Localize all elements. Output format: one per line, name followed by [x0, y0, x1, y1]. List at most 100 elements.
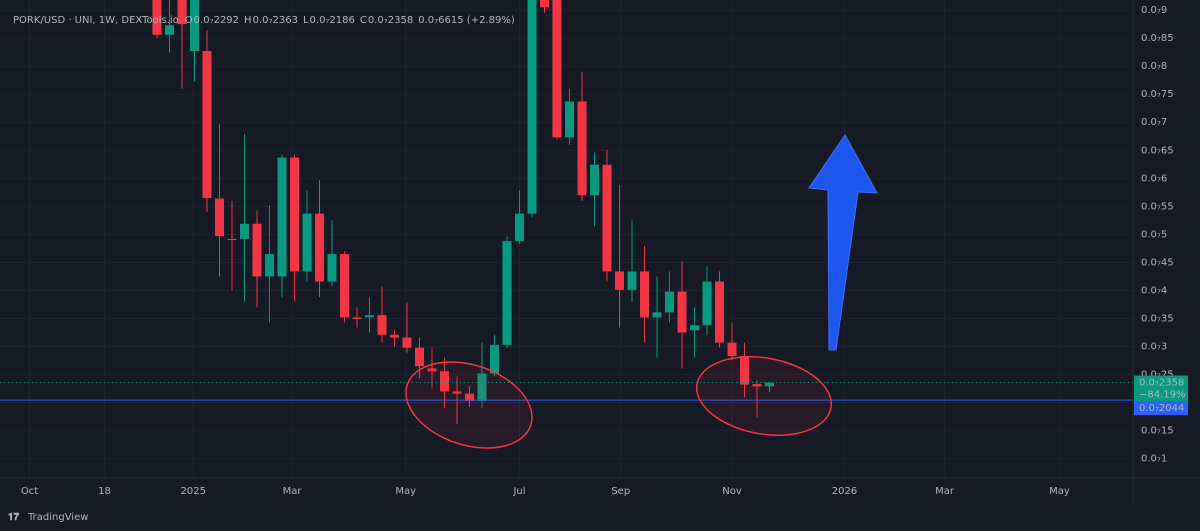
- candle-body: [402, 337, 412, 348]
- highlight-ellipse: [405, 361, 533, 449]
- highlight-ellipse: [695, 356, 833, 436]
- x-tick-label: Jul: [512, 486, 525, 497]
- x-tick-label: 18: [98, 486, 111, 497]
- candle-body: [365, 315, 374, 318]
- footer: [0, 503, 1200, 531]
- ohlc-value: 0.0₇2186: [310, 15, 355, 26]
- candle-body: [165, 25, 174, 35]
- candle-body: [415, 347, 424, 367]
- ohlc-value: 0.0₇2363: [253, 15, 298, 26]
- candle-body: [152, 0, 162, 35]
- header: PORK/USD · UNI, 1W, DEXTools.io O 0.0₇229…: [13, 15, 515, 26]
- candle-body: [202, 51, 212, 198]
- candle-body: [252, 223, 262, 277]
- hline-badge: [1134, 401, 1188, 416]
- candle-body: [452, 391, 462, 394]
- candle-body: [302, 213, 312, 272]
- candle-body: [677, 291, 687, 333]
- last-price-label: 0.0₇2358: [1139, 378, 1184, 389]
- candle-body: [352, 317, 362, 320]
- ohlc-key: L: [303, 15, 309, 26]
- grid: [0, 0, 1133, 478]
- y-tick-label: 0.0₇5: [1141, 229, 1167, 240]
- candle-body: [340, 254, 349, 318]
- candle-body: [477, 373, 487, 401]
- candle-body: [377, 315, 387, 335]
- x-tick-label: May: [395, 486, 416, 497]
- y-tick-label: 0.0₇9: [1141, 5, 1167, 16]
- candle-body: [265, 254, 274, 277]
- y-tick-label: 0.0₇3: [1141, 342, 1167, 353]
- candles: [152, 0, 774, 424]
- candle-body: [640, 271, 649, 318]
- y-tick-label: 0.0₇45: [1141, 257, 1174, 268]
- candle-body: [515, 213, 524, 242]
- candle-body: [765, 382, 774, 387]
- candle-body: [227, 238, 237, 241]
- x-tick-label: 2025: [181, 486, 206, 497]
- ohlc-value: 0.0₇2292: [194, 15, 239, 26]
- candle-body: [215, 198, 224, 237]
- candle-body: [390, 334, 399, 338]
- arrow: [808, 134, 878, 351]
- last-price-change: −84.19%: [1139, 390, 1186, 401]
- hline-label: 0.0₇2044: [1139, 403, 1184, 414]
- candle-body: [577, 101, 587, 196]
- x-tick-label: Nov: [722, 486, 742, 497]
- y-tick-label: 0.0₇7: [1141, 117, 1167, 128]
- candle-body: [490, 344, 499, 374]
- candle-body: [690, 325, 699, 331]
- candle-body: [327, 254, 337, 282]
- candle-body: [590, 164, 599, 196]
- candle-body: [565, 101, 574, 138]
- ohlc-change: 0.0₇6615 (+2.89%): [418, 15, 515, 26]
- ohlc-value: 0.0₇2358: [368, 15, 413, 26]
- x-tick-label: Sep: [611, 486, 630, 497]
- candle-body: [527, 0, 537, 214]
- candle-body: [752, 384, 762, 387]
- candle-body: [290, 157, 299, 272]
- y-tick-label: 0.0₇85: [1141, 33, 1174, 44]
- candle-body: [315, 213, 324, 282]
- symbol: PORK/USD · UNI, 1W, DEXTools.io: [13, 15, 179, 26]
- candle-body: [652, 312, 662, 318]
- y-tick-label: 0.0₇25: [1141, 370, 1174, 381]
- ohlc-key: O: [185, 15, 193, 26]
- candle-body: [540, 0, 549, 8]
- y-tick-label: 0.0₇15: [1141, 426, 1174, 437]
- last-price-badge: [1134, 375, 1188, 402]
- candle-body: [190, 0, 199, 52]
- y-tick-label: 0.0₇35: [1141, 314, 1174, 325]
- y-tick-label: 0.0₇65: [1141, 145, 1174, 156]
- y-tick-label: 0.0₇55: [1141, 201, 1174, 212]
- logo-mark: 𝟏𝟕: [8, 512, 20, 523]
- candle-body: [727, 342, 737, 357]
- candle-body: [615, 271, 624, 290]
- y-tick-label: 0.0₇4: [1141, 285, 1167, 296]
- overlay: [0, 382, 1133, 401]
- candle-body: [665, 291, 674, 313]
- y-tick-label: 0.0₇6: [1141, 173, 1167, 184]
- candle-body: [552, 0, 562, 138]
- y-tick-label: 0.0₇75: [1141, 89, 1174, 100]
- candle-body: [465, 393, 474, 401]
- candle-body: [602, 164, 612, 272]
- x-tick-label: Oct: [21, 486, 38, 497]
- candle-body: [627, 271, 637, 290]
- candle-body: [702, 281, 712, 326]
- ohlc-key: C: [360, 15, 367, 26]
- ohlc-key: H: [244, 15, 252, 26]
- candle-body: [440, 371, 449, 392]
- y-tick-label: 0.0₇8: [1141, 61, 1167, 72]
- candle-body: [240, 223, 249, 239]
- x-tick-label: Mar: [935, 486, 955, 497]
- x-tick-label: May: [1049, 486, 1070, 497]
- candle-body: [715, 281, 724, 343]
- x-tick-label: Mar: [283, 486, 303, 497]
- candle-body: [177, 0, 187, 25]
- candle-body: [502, 241, 512, 345]
- branding: TradingView: [27, 512, 88, 523]
- x-tick-label: 2026: [832, 486, 857, 497]
